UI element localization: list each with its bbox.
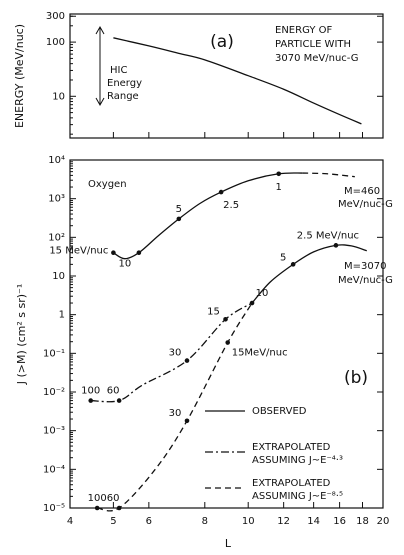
point-label: 15MeV/nuc — [232, 348, 288, 359]
legend-label: ASSUMING J~E⁻⁴·³ — [252, 455, 343, 466]
x-tick-label: 8 — [202, 516, 208, 527]
y-axis-label: ENERGY (MeV/nuc) — [13, 24, 26, 128]
legend-label: OBSERVED — [252, 406, 307, 417]
y-tick-label: 1 — [59, 310, 65, 321]
point-label: 30 — [169, 348, 182, 359]
point — [223, 316, 228, 322]
point — [290, 262, 296, 267]
curve — [113, 172, 303, 260]
plot-frame — [69, 159, 384, 509]
point — [111, 250, 116, 256]
annotation: ENERGY OF — [275, 25, 332, 36]
point-label: 5 — [280, 252, 286, 263]
y-tick-label: 10⁻¹ — [43, 348, 65, 359]
point-label: 60 — [107, 493, 120, 504]
point-label: 15 MeV/nuc — [49, 246, 108, 257]
point — [184, 418, 190, 424]
annotation: M=3070 — [344, 261, 386, 272]
y-tick-label: 100 — [46, 37, 65, 48]
curve — [251, 244, 367, 304]
annotation: HIC — [110, 65, 127, 76]
point — [218, 189, 224, 195]
point-label: 15 — [207, 306, 220, 317]
x-tick-label: 5 — [110, 516, 116, 527]
annotation: MeV/nuc-G — [338, 275, 393, 286]
point-label: 5 — [176, 204, 182, 215]
annotation: Energy — [107, 78, 142, 89]
point — [225, 340, 231, 345]
point-label: 10 — [119, 259, 132, 270]
x-tick-label: 6 — [146, 516, 152, 527]
x-tick-label: 4 — [67, 516, 73, 527]
annotation: 3070 MeV/nuc-G — [275, 53, 359, 64]
point — [176, 216, 182, 222]
curve — [90, 302, 253, 403]
y-tick-label: 10 — [52, 271, 65, 282]
point — [116, 398, 122, 403]
x-tick-label: 12 — [277, 516, 290, 527]
arrow-heads — [95, 25, 105, 107]
point — [116, 505, 122, 511]
legend-label: EXTRAPOLATED — [252, 478, 331, 489]
y-tick-label: 10² — [48, 232, 65, 243]
y-tick-label: 10 — [52, 91, 65, 102]
point-label: 2.5 MeV/nuc — [297, 230, 359, 241]
x-tick-label: 18 — [356, 516, 369, 527]
y-tick-label: 10³ — [48, 194, 65, 205]
point-label: 10 — [256, 288, 269, 299]
annotation: Range — [107, 91, 139, 102]
x-tick-label: 10 — [242, 516, 255, 527]
y-tick-label: 10⁴ — [48, 155, 65, 166]
panel-label: (b) — [344, 368, 368, 388]
annotation: PARTICLE WITH — [275, 39, 351, 50]
point-label: 60 — [107, 386, 120, 397]
point — [136, 250, 142, 256]
panel-label: (a) — [210, 32, 234, 52]
y-tick-label: 300 — [46, 11, 65, 22]
x-tick-label: 16 — [333, 516, 346, 527]
y-tick-label: 10⁻⁴ — [43, 464, 65, 475]
annotation: MeV/nuc-G — [338, 199, 393, 210]
annotation: Oxygen — [88, 179, 127, 190]
y-tick-label: 10⁻² — [43, 387, 65, 398]
point — [184, 358, 190, 363]
curve — [113, 37, 362, 125]
curve — [302, 172, 355, 178]
x-tick-label: 20 — [377, 516, 390, 527]
point-label: 30 — [169, 408, 182, 419]
legend-label: EXTRAPOLATED — [252, 442, 331, 453]
plot-frame — [69, 13, 384, 139]
point-label: 1 — [276, 182, 282, 193]
point-label: 2.5 — [223, 200, 239, 211]
point-label: 100 — [88, 493, 107, 504]
point-label: 100 — [81, 386, 100, 397]
y-axis-label: J (>M) (cm² s sr)⁻¹ — [15, 284, 28, 385]
y-tick-label: 10⁻³ — [43, 426, 65, 437]
x-axis-label: L — [225, 537, 232, 550]
point — [88, 398, 94, 403]
point — [94, 505, 100, 511]
point — [276, 171, 282, 177]
annotation: M=460 — [344, 186, 380, 197]
x-tick-label: 14 — [307, 516, 320, 527]
legend-label: ASSUMING J~E⁻⁸·⁵ — [252, 491, 343, 502]
y-tick-label: 10⁻⁵ — [43, 503, 65, 514]
point — [333, 243, 339, 248]
